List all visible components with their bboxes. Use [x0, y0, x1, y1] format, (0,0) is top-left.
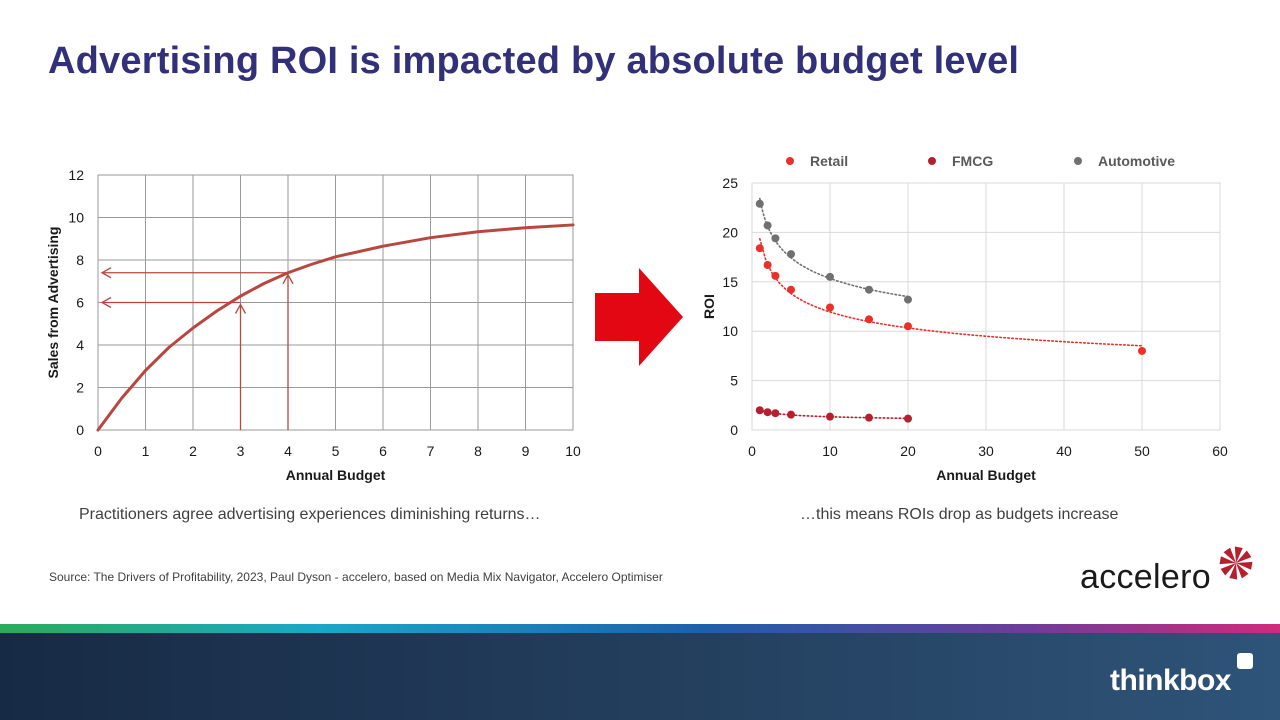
chart1-x-tick-label: 3	[237, 443, 245, 459]
chart2-x-tick-label: 40	[1056, 443, 1072, 459]
chart2-trendline	[758, 409, 909, 420]
chart2-y-tick-label: 0	[730, 422, 738, 438]
chart1-x-tick-label: 8	[474, 443, 482, 459]
chart1-x-axis-label: Annual Budget	[286, 467, 386, 483]
chart2-data-point	[865, 285, 873, 294]
chart2-x-tick-label: 50	[1134, 443, 1150, 459]
chart1-plot-border	[97, 174, 574, 431]
thinkbox-logo-square	[1237, 653, 1253, 669]
chart2-data-point	[755, 244, 764, 253]
chart1-x-tick-label: 10	[565, 443, 581, 459]
chart2-data-point	[865, 315, 873, 324]
chart1-x-tick-label: 2	[189, 443, 197, 459]
chart1-x-tick-label: 1	[142, 443, 150, 459]
chart2-data-point	[771, 271, 780, 280]
chart2-x-tick-label: 20	[900, 443, 916, 459]
chart2-data-point	[755, 199, 764, 208]
chart1-y-tick-label: 2	[76, 380, 84, 396]
chart2-data-point	[771, 409, 780, 418]
left-caption: Practitioners agree advertising experien…	[79, 506, 541, 523]
chart2-data-point	[763, 221, 772, 230]
chart1-annotation-arrowhead-left	[100, 296, 112, 309]
chart2-data-point	[755, 406, 764, 415]
accelero-logo-text: accelero	[1080, 558, 1211, 596]
chart2-data-point	[763, 408, 772, 417]
chart2-x-tick-label: 30	[978, 443, 994, 459]
chart2-trendline	[758, 237, 1143, 347]
chart2-legend-label: Automotive	[1098, 153, 1175, 169]
chart2-legend-label: Retail	[810, 153, 848, 169]
chart1-x-tick-label: 5	[332, 443, 340, 459]
chart1-y-tick-label: 8	[76, 252, 84, 268]
chart2-data-point	[826, 303, 834, 312]
chart2-data-point	[865, 413, 873, 422]
footer-bar	[0, 633, 1280, 720]
chart2-data-point	[763, 261, 772, 270]
chart2-data-point	[771, 234, 780, 243]
chart2-data-point	[787, 285, 795, 294]
chart2-data-point	[904, 322, 912, 331]
chart2-y-axis-label: ROI	[701, 294, 717, 319]
chart2-y-tick-label: 25	[722, 175, 738, 191]
chart1-annotation-arrowhead-up	[234, 303, 247, 314]
chart1-series-line	[96, 223, 575, 432]
chart2-plot-border	[751, 182, 1221, 431]
chart2-data-point	[904, 295, 912, 304]
chart2-data-point	[904, 414, 912, 423]
color-band	[0, 624, 1280, 633]
chart2-legend-marker	[1074, 157, 1082, 165]
chart1-annotation-arrowhead-up	[282, 273, 294, 285]
chart1-x-tick-label: 6	[379, 443, 387, 459]
chart2-y-tick-label: 15	[722, 274, 738, 290]
chart1-y-tick-label: 12	[68, 167, 84, 183]
chart1-y-tick-label: 10	[68, 210, 84, 226]
source-note: Source: The Drivers of Profitability, 20…	[49, 570, 663, 584]
chart2-x-tick-label: 60	[1212, 443, 1228, 459]
chart2-y-tick-label: 10	[722, 323, 738, 339]
thinkbox-logo: thinkbox	[1110, 664, 1232, 697]
chart2-legend-marker	[928, 157, 936, 165]
chart2-y-tick-label: 20	[722, 224, 738, 240]
chart1-x-tick-label: 4	[284, 443, 292, 459]
chart2-x-tick-label: 10	[822, 443, 838, 459]
page-title: Advertising ROI is impacted by absolute …	[48, 40, 1020, 82]
chart1-y-tick-label: 4	[76, 337, 84, 353]
chart2-trendline	[758, 197, 909, 298]
chart1-y-axis-label: Sales from Advertising	[45, 227, 61, 379]
chart1-y-tick-label: 6	[76, 295, 84, 311]
chart1-annotation-arrowhead-left	[100, 267, 112, 279]
chart2-data-point	[826, 272, 834, 281]
chart2-data-point	[787, 250, 795, 259]
chart1-y-tick-label: 0	[76, 422, 84, 438]
chart1-x-tick-label: 7	[427, 443, 435, 459]
chart2-y-tick-label: 5	[730, 373, 738, 389]
right-caption: …this means ROIs drop as budgets increas…	[800, 506, 1119, 523]
chart2-data-point	[826, 412, 834, 421]
chart2-x-tick-label: 0	[748, 443, 756, 459]
chart2-x-axis-label: Annual Budget	[936, 467, 1036, 483]
chart1-x-tick-label: 0	[94, 443, 102, 459]
chart2-legend-marker	[786, 157, 794, 165]
chart2-legend-label: FMCG	[952, 153, 993, 169]
chart2-data-point	[787, 410, 795, 419]
chart1-x-tick-label: 9	[522, 443, 530, 459]
chart2-data-point	[1138, 346, 1146, 355]
